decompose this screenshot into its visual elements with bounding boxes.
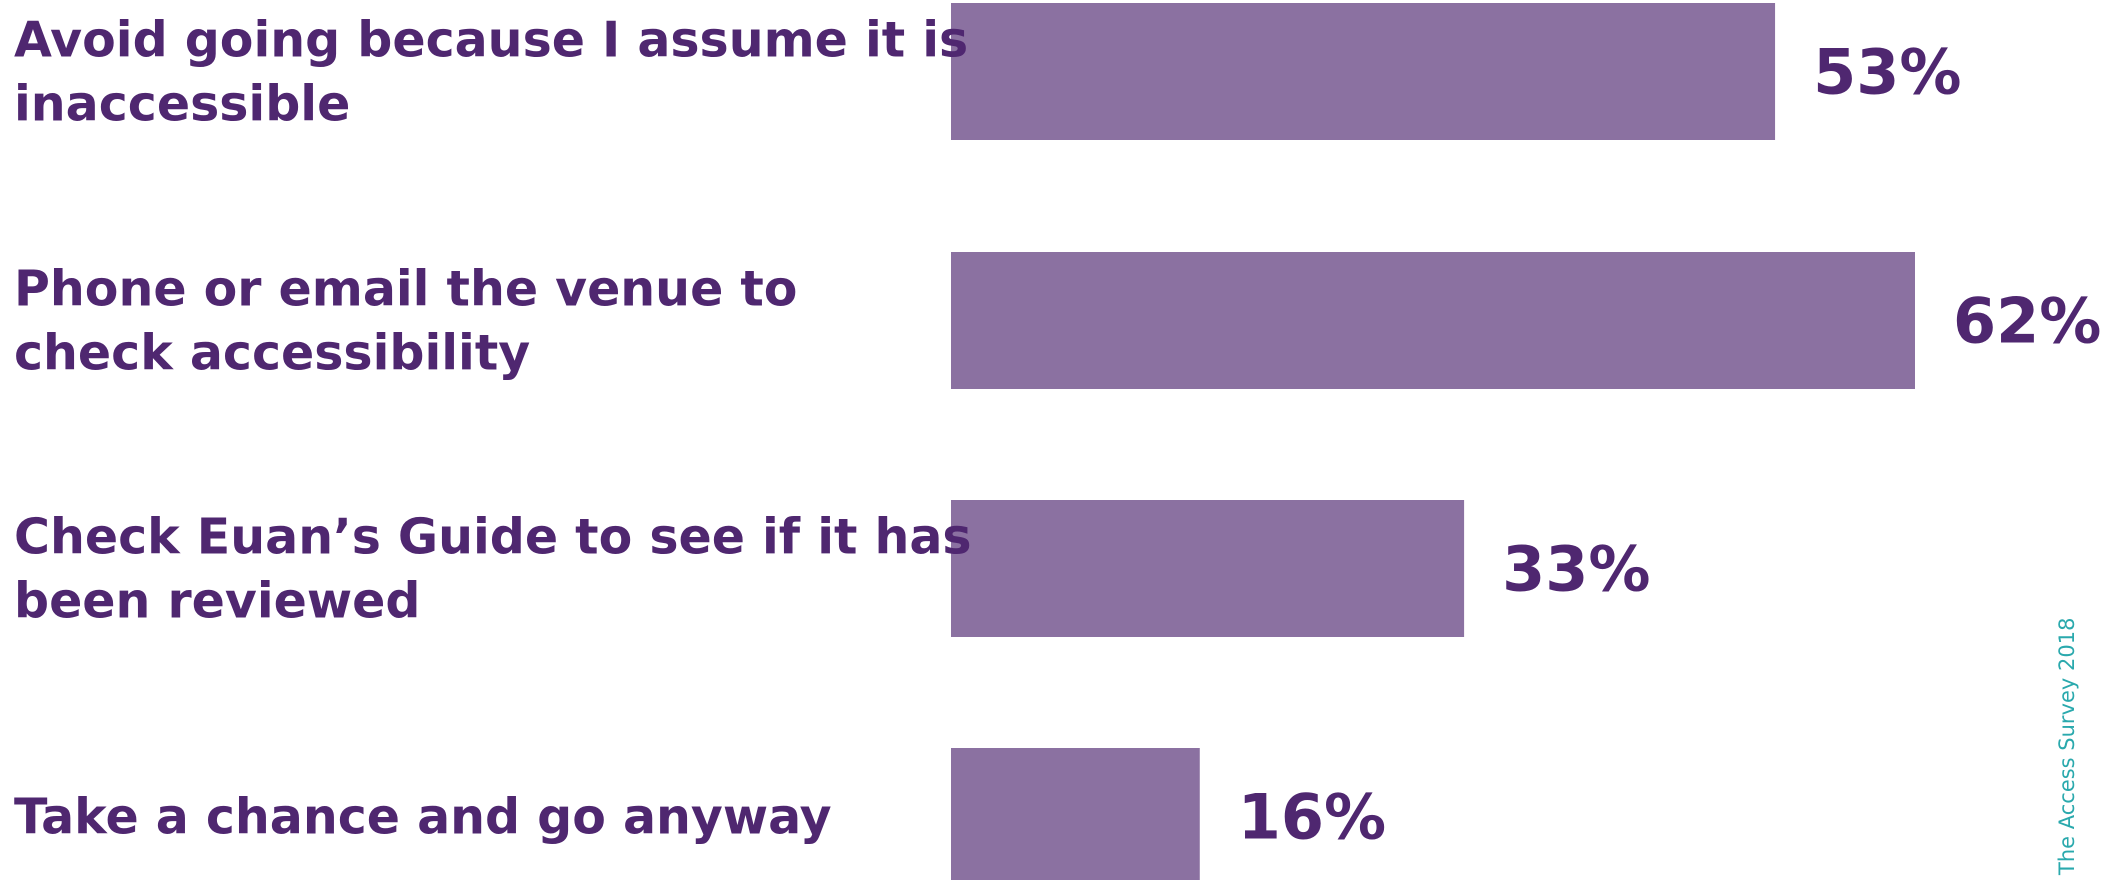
category-label-3-line-2: been reviewed xyxy=(14,573,420,630)
value-label-2: 62% xyxy=(1953,285,2101,358)
value-label-3: 33% xyxy=(1502,533,1650,606)
bar-3 xyxy=(951,500,1465,637)
category-label-3-line-1: Check Euan’s Guide to see if it has xyxy=(14,509,972,566)
category-label-1-line-1: Avoid going because I assume it is xyxy=(14,12,968,69)
category-label-2-line-2: check accessibility xyxy=(14,325,530,382)
bar-4 xyxy=(951,748,1200,880)
value-label-4: 16% xyxy=(1238,781,1386,854)
bar-1 xyxy=(951,3,1776,140)
category-label-2-line-1: Phone or email the venue to xyxy=(14,261,797,318)
bar-2 xyxy=(951,252,1915,389)
category-label-1-line-2: inaccessible xyxy=(14,76,350,133)
value-label-1: 53% xyxy=(1813,36,1961,109)
source-note: The Access Survey 2018 xyxy=(2055,617,2079,875)
category-label-4-line-1: Take a chance and go anyway xyxy=(14,789,832,846)
